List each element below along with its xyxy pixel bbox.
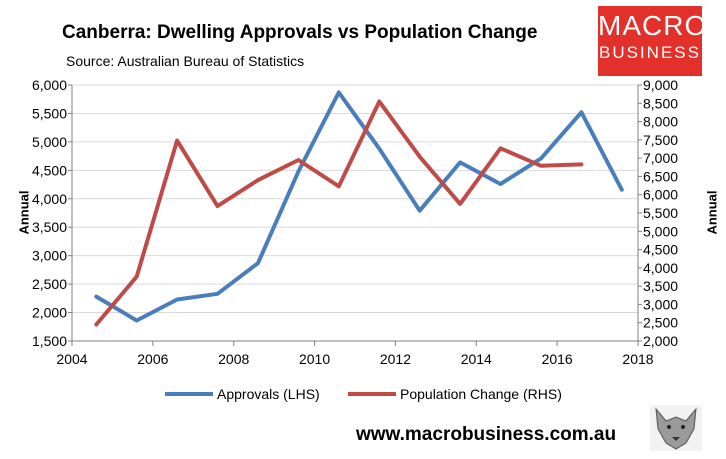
right-tick-label: 6,000 — [643, 187, 678, 203]
right-tick-label: 7,500 — [643, 132, 678, 148]
right-tick-label: 2,500 — [643, 315, 678, 331]
right-tick-label: 9,000 — [643, 77, 678, 93]
axes: 1,500 2,000 2,500 3,000 3,500 4,000 4,500 5,000… — [32, 77, 678, 367]
x-tick-label: 2010 — [299, 351, 330, 367]
x-tick-label: 2018 — [622, 351, 653, 367]
x-tick-label: 2006 — [137, 351, 168, 367]
legend-label-approvals: Approvals (LHS) — [217, 386, 320, 402]
x-tick-label: 2016 — [542, 351, 573, 367]
left-tick-label: 3,000 — [32, 248, 67, 264]
left-tick-label: 4,000 — [32, 191, 67, 207]
left-tick-label: 5,500 — [32, 105, 67, 121]
logo-line-1: MACRO — [598, 10, 708, 41]
chart-title: Canberra: Dwelling Approvals vs Populati… — [62, 22, 538, 43]
legend-item-approvals: Approvals (LHS) — [165, 386, 320, 402]
right-tick-label: 8,500 — [643, 95, 678, 111]
left-tick-label: 1,500 — [32, 333, 67, 349]
website-url: www.macrobusiness.com.au — [356, 424, 617, 445]
left-tick-label: 2,500 — [32, 276, 67, 292]
right-tick-label: 6,500 — [643, 168, 678, 184]
right-tick-label: 2,000 — [643, 333, 678, 349]
left-tick-label: 2,000 — [32, 305, 67, 321]
left-tick-label: 6,000 — [32, 77, 67, 93]
x-tick-label: 2012 — [380, 351, 411, 367]
right-tick-label: 8,000 — [643, 114, 678, 130]
macrobusiness-logo: MACRO BUSINESS — [598, 6, 708, 76]
population-change-line — [94, 99, 584, 327]
right-tick-label: 3,500 — [643, 278, 678, 294]
right-tick-label: 3,000 — [643, 296, 678, 312]
right-tick-label: 5,500 — [643, 205, 678, 221]
chart-source: Source: Australian Bureau of Statistics — [66, 53, 305, 69]
left-axis-title: Annual — [16, 190, 32, 235]
x-tick-label: 2014 — [461, 351, 492, 367]
right-tick-label: 5,000 — [643, 223, 678, 239]
left-tick-label: 3,500 — [32, 219, 67, 235]
right-tick-label: 7,000 — [643, 150, 678, 166]
legend-swatch-population — [348, 392, 396, 396]
left-tick-label: 4,500 — [32, 162, 67, 178]
right-tick-label: 4,500 — [643, 242, 678, 258]
logo-line-2: BUSINESS — [599, 43, 701, 62]
x-tick-label: 2008 — [218, 351, 249, 367]
x-tick-label: 2004 — [56, 351, 87, 367]
legend-label-population: Population Change (RHS) — [400, 386, 562, 402]
right-tick-label: 4,000 — [643, 260, 678, 276]
right-axis-title: Annual — [704, 190, 720, 235]
legend-item-population: Population Change (RHS) — [348, 386, 562, 402]
series-lines — [94, 90, 624, 327]
legend-swatch-approvals — [165, 392, 213, 396]
left-tick-label: 5,000 — [32, 134, 67, 150]
wolf-mascot-icon — [650, 405, 702, 451]
approvals-line — [94, 90, 624, 323]
